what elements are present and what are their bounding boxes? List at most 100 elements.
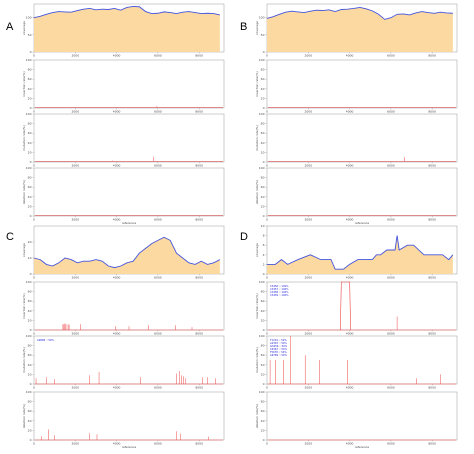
axes-frame [266, 391, 458, 441]
coverage-area [267, 235, 453, 274]
y-tick-label: 0 [263, 272, 265, 276]
x-tick-label: 2000 [304, 442, 312, 446]
y-tick-label: 100 [259, 334, 265, 338]
x-tick-label: 8000 [428, 386, 436, 390]
x-tick-label: 0 [33, 332, 35, 336]
x-tick-label: 2000 [71, 276, 79, 280]
x-tick-label: 8000 [195, 218, 203, 222]
x-tick-label: 2000 [304, 110, 312, 114]
x-tick-label: 6000 [154, 164, 162, 168]
x-tick-label: 4000 [346, 164, 354, 168]
y-tick-label: 0 [263, 438, 265, 442]
y-tick-label: 0 [30, 382, 32, 386]
y-tick-label: 40 [28, 87, 32, 91]
y-tick-label: 40 [28, 363, 32, 367]
x-tick-label: 6000 [387, 218, 395, 222]
coverage-line [267, 235, 454, 270]
coverage-area [34, 6, 220, 52]
y-tick-label: 80 [261, 176, 265, 180]
x-tick-label: 8000 [195, 110, 203, 114]
coverage-area [34, 237, 220, 274]
x-tick-label: 8000 [195, 332, 203, 336]
x-tick-label: 4000 [346, 276, 354, 280]
x-tick-label: 4000 [113, 218, 121, 222]
x-tick-label: 0 [266, 332, 268, 336]
y-tick-label: 40 [261, 141, 265, 145]
y-tick-label: 20 [261, 150, 265, 154]
y-tick-label: 80 [261, 344, 265, 348]
x-tick-label: 2000 [304, 276, 312, 280]
y-axis-label: insertion rate(%) [22, 71, 26, 96]
y-tick-label: 60 [261, 409, 265, 413]
x-tick-label: 6000 [154, 276, 162, 280]
y-axis-label: mutation rate(%) [255, 125, 259, 151]
y-tick-label: 60 [28, 353, 32, 357]
y-tick-label: 100 [26, 334, 32, 338]
x-tick-label: 0 [266, 276, 268, 280]
x-tick-label: 8000 [428, 332, 436, 336]
variant-annotation: G3456 :: 50% [270, 344, 288, 348]
x-tick-label: 6000 [387, 54, 395, 58]
coverage-line [33, 5, 220, 19]
y-tick-label: 50 [261, 33, 265, 37]
x-tick-label: 0 [33, 54, 35, 58]
y-tick-label: 10 [261, 224, 265, 228]
y-tick-label: 80 [28, 176, 32, 180]
y-tick-label: 100 [259, 280, 265, 284]
y-tick-label: 40 [261, 363, 265, 367]
axes-frame [33, 167, 225, 217]
x-tick-label: 6000 [387, 110, 395, 114]
x-tick-label: 4000 [113, 442, 121, 446]
axes-frame [266, 167, 458, 217]
y-tick-label: 20 [28, 150, 32, 154]
x-tick-label: 2000 [71, 332, 79, 336]
axes-frame [266, 59, 458, 109]
y-tick-label: 40 [261, 309, 265, 313]
axes-frame [266, 113, 458, 163]
x-tick-label: 0 [33, 442, 35, 446]
y-tick-label: 100 [26, 166, 32, 170]
x-tick-label: 0 [266, 164, 268, 168]
y-tick-label: 100 [26, 280, 32, 284]
x-tick-label: 4000 [113, 332, 121, 336]
x-tick-label: 8000 [195, 442, 203, 446]
y-axis-label: mutation rate(%) [22, 125, 26, 151]
x-tick-label: 4000 [346, 332, 354, 336]
y-tick-label: 80 [28, 290, 32, 294]
x-tick-label: 4000 [113, 164, 121, 168]
y-axis-label: insertion rate(%) [255, 71, 259, 96]
y-tick-label: 20 [261, 428, 265, 432]
y-tick-label: 20 [261, 96, 265, 100]
x-axis-label: reference [122, 445, 136, 449]
y-axis-label: insertion rate(%) [255, 293, 259, 318]
y-tick-label: 20 [28, 204, 32, 208]
y-tick-label: 60 [28, 299, 32, 303]
panel-label: C [6, 231, 14, 243]
subplot-coverage: coverage 0 10 20 0 2000 4000 6000 8000 [22, 225, 225, 280]
y-tick-label: 80 [28, 122, 32, 126]
variant-annotation: C4567 :: 50% [270, 347, 288, 351]
x-tick-label: 8000 [195, 164, 203, 168]
x-tick-label: 0 [33, 110, 35, 114]
axes-frame [266, 335, 458, 385]
y-tick-label: 20 [28, 96, 32, 100]
y-tick-label: 20 [261, 318, 265, 322]
x-tick-label: 2000 [71, 442, 79, 446]
y-tick-label: 20 [261, 204, 265, 208]
y-tick-label: 60 [28, 409, 32, 413]
y-tick-label: 100 [259, 58, 265, 62]
x-tick-label: 8000 [428, 442, 436, 446]
x-tick-label: 8000 [195, 276, 203, 280]
y-tick-label: 0 [30, 50, 32, 54]
y-axis-label: deletion rate(%) [22, 180, 26, 204]
panel-label: B [240, 21, 247, 33]
y-tick-label: 0 [30, 438, 32, 442]
y-tick-label: 40 [261, 419, 265, 423]
variant-annotation: T5678 :: 50% [270, 350, 287, 354]
x-tick-label: 6000 [154, 332, 162, 336]
